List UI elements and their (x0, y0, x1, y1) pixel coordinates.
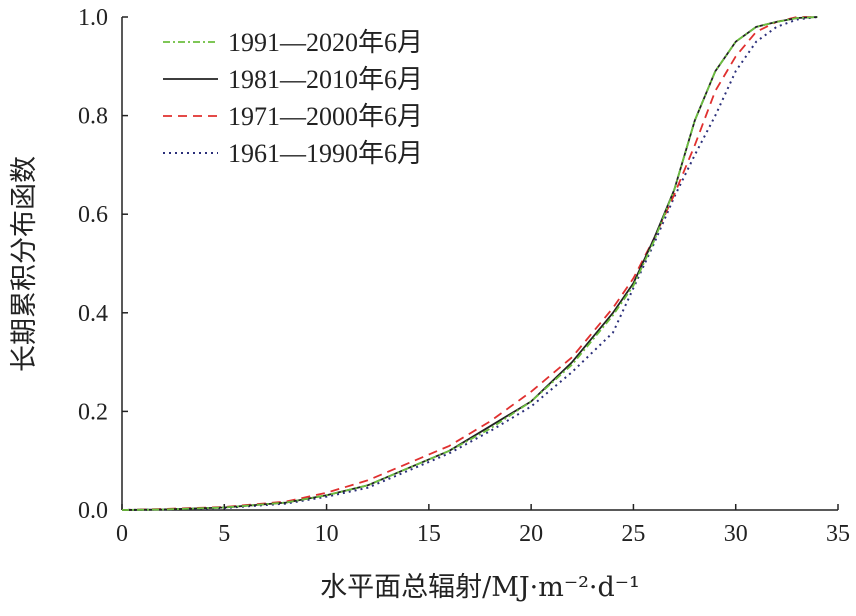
x-tick-label: 20 (519, 521, 543, 547)
x-tick-label: 0 (116, 521, 128, 547)
legend-entry: 1981—2010年6月 (228, 65, 423, 94)
y-tick-label: 0.8 (78, 104, 108, 130)
series-line (121, 16, 818, 511)
x-axis-label: 水平面总辐射/MJ·m⁻²·d⁻¹ (320, 572, 640, 603)
series-line (121, 16, 818, 511)
x-tick-label: 35 (826, 521, 850, 547)
x-tick-label: 5 (218, 521, 230, 547)
series-line (121, 16, 818, 511)
series-line (121, 16, 818, 511)
axes (121, 17, 838, 511)
y-tick-label: 0.0 (78, 498, 108, 524)
y-tick-label: 0.4 (78, 301, 108, 327)
y-tick-label: 0.2 (78, 399, 108, 425)
y-axis-label: 长期累积分布函数 (9, 156, 40, 372)
legend-entry: 1971—2000年6月 (228, 102, 423, 131)
x-tick-label: 30 (724, 521, 748, 547)
y-tick-label: 1.0 (78, 5, 108, 31)
y-tick-label: 0.6 (78, 202, 108, 228)
x-tick-label: 10 (315, 521, 339, 547)
legend-entry: 1991—2020年6月 (228, 28, 423, 57)
x-tick-label: 15 (417, 521, 441, 547)
legend-entry: 1961—1990年6月 (228, 139, 423, 168)
x-tick-label: 25 (621, 521, 645, 547)
